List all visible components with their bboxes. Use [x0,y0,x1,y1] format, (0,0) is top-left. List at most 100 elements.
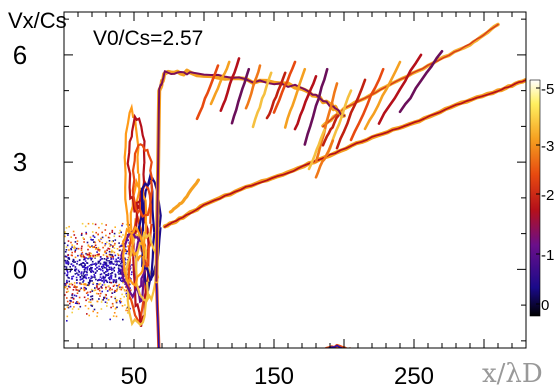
noise-point [102,265,105,267]
noise-point [106,264,109,267]
noise-point [85,288,87,290]
noise-point [113,270,115,272]
noise-point [79,263,82,266]
noise-point [112,285,115,287]
noise-point [79,276,82,278]
noise-point [78,302,80,305]
noise-point [105,254,108,257]
noise-point [80,254,82,257]
noise-point [75,268,78,270]
noise-point [86,313,88,315]
noise-point [111,240,113,243]
noise-point [108,242,111,245]
noise-point [87,248,89,251]
noise-point [120,262,122,265]
noise-point [115,279,118,281]
noise-point [69,302,71,305]
noise-point [96,286,98,289]
noise-point [125,249,127,251]
y-tick-label: 6 [13,40,27,70]
noise-point [98,289,101,292]
noise-point [82,254,85,257]
noise-point [101,299,104,301]
noise-point [119,268,121,271]
noise-point [83,270,86,273]
noise-point [81,271,83,273]
noise-point [64,272,66,275]
noise-point [103,277,105,280]
noise-point [100,308,103,310]
noise-point [96,283,99,285]
noise-point [108,285,110,287]
noise-point [87,256,90,258]
noise-point [80,247,83,250]
noise-point [98,226,100,229]
bundle-strand [307,128,326,171]
noise-point [115,281,117,283]
noise-point [112,250,114,253]
noise-point [66,315,69,318]
noise-point [99,279,101,281]
shock-loop [134,230,160,303]
noise-point [65,261,67,263]
noise-point [71,311,73,314]
noise-point [129,283,131,286]
noise-point [127,245,129,248]
noise-point [114,254,117,257]
x-tick-labels: 50 150 250 [121,363,434,390]
reflected-beam-curve [163,79,526,228]
noise-point [70,241,72,244]
noise-point [111,263,113,265]
noise-point [97,249,99,251]
noise-point [113,251,116,254]
noise-point [74,261,76,263]
noise-point [74,251,76,253]
noise-point [96,285,98,287]
noise-point [66,260,69,262]
noise-point [64,294,66,296]
noise-point [83,296,86,299]
colorbar-tick-label: -5 [541,81,554,98]
noise-point [91,270,94,272]
bundle-strand [209,60,231,106]
noise-point [87,222,90,225]
noise-point [114,239,117,241]
noise-point [111,269,113,271]
noise-point [88,284,90,287]
noise-point [98,298,100,300]
noise-point [123,296,125,298]
noise-point [84,258,86,260]
noise-point [98,253,100,255]
noise-point [107,277,110,279]
noise-point [113,263,115,265]
noise-point [95,231,97,234]
noise-point [94,256,96,258]
noise-point [112,305,114,308]
noise-point [110,260,113,263]
noise-point [105,241,108,244]
axis-ticks [64,12,526,348]
noise-point [90,301,92,304]
noise-point [66,262,68,265]
noise-point [106,265,108,268]
noise-point [87,307,90,310]
noise-point [77,273,79,276]
noise-point [69,266,71,268]
noise-point [120,269,122,271]
noise-point [84,287,87,289]
noise-point [67,276,69,279]
bundle-strand [283,67,307,129]
noise-point [88,301,90,303]
noise-point [85,277,88,280]
noise-point [119,277,122,280]
noise-point [82,277,84,280]
noise-point [73,284,76,287]
noise-point [91,231,94,233]
bundle-strand [219,57,241,112]
noise-point [119,270,122,272]
noise-point [98,287,101,290]
noise-point [102,246,104,249]
noise-point [66,306,69,308]
noise-point [101,287,103,289]
noise-point [109,262,111,265]
